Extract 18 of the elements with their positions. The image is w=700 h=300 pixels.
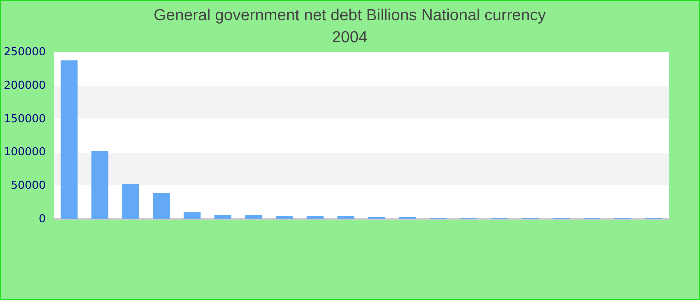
- chart-subtitle: 2004: [332, 30, 368, 46]
- bar: [245, 214, 262, 219]
- bar: [92, 152, 109, 219]
- y-tick-label: 0: [38, 212, 46, 226]
- chart-title: General government net debt Billions National currency: [154, 8, 546, 24]
- bar: [60, 60, 78, 219]
- bar: [184, 212, 201, 219]
- y-tick-label: 50000: [10, 179, 46, 192]
- y-tick-label: 200000: [4, 78, 46, 92]
- y-tick-label: 150000: [4, 112, 46, 126]
- y-tick-label: 250000: [4, 46, 46, 58]
- bar: [306, 216, 324, 219]
- bar: [276, 216, 294, 219]
- y-tick-label: 100000: [4, 146, 46, 159]
- bar: [214, 214, 232, 219]
- bar: [338, 216, 355, 219]
- bar: [153, 192, 170, 219]
- bar: [122, 184, 140, 219]
